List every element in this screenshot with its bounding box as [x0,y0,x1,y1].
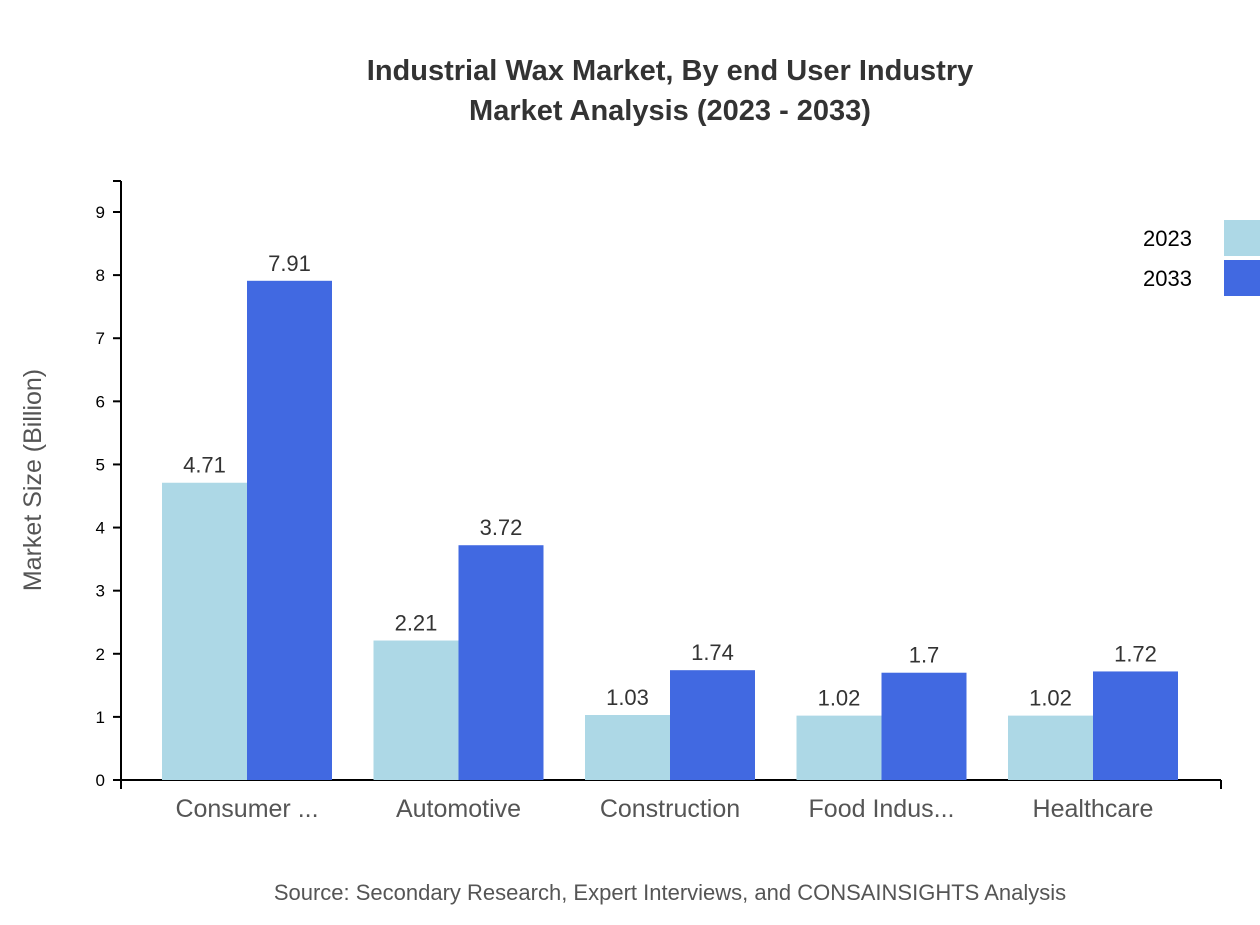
bar-2033 [670,670,755,780]
legend-label: 2033 [1143,266,1192,291]
x-tick-label: Food Indus... [809,795,955,823]
y-tick-label: 2 [96,645,105,664]
x-tick-label: Automotive [396,795,521,823]
legend-swatch [1224,220,1260,256]
data-label: 4.71 [183,453,226,478]
x-tick-label: Healthcare [1033,795,1154,823]
data-label: 2.21 [395,611,438,636]
chart-title: Industrial Wax Market, By end User Indus… [367,55,973,87]
y-axis-label: Market Size (Billion) [19,369,47,591]
data-label: 1.02 [1029,686,1072,711]
bar-2023 [585,714,670,780]
y-tick-label: 9 [96,203,105,222]
chart-subtitle: Market Analysis (2023 - 2033) [469,95,871,127]
data-label: 3.72 [480,515,523,540]
y-tick-label: 6 [96,392,105,411]
legend-swatch [1224,260,1260,296]
bar-2033 [1093,671,1178,780]
bar-2023 [373,640,459,780]
x-tick-label: Construction [600,795,740,823]
data-label: 1.7 [909,643,940,668]
y-tick-label: 4 [96,519,105,538]
source-note: Source: Secondary Research, Expert Inter… [274,880,1066,905]
data-label: 1.03 [606,685,649,710]
bar-2033 [881,672,967,780]
legend-label: 2023 [1143,226,1192,251]
data-label: 1.02 [818,686,861,711]
y-tick-label: 1 [96,708,105,727]
y-tick-label: 5 [96,455,105,474]
bar-2023 [1008,715,1093,780]
y-tick-label: 8 [96,266,105,285]
bar-2033 [458,545,544,780]
y-tick-label: 3 [96,582,105,601]
bar-2033 [247,280,332,780]
data-label: 1.74 [691,640,734,665]
y-tick-label: 7 [96,329,105,348]
x-tick-label: Consumer ... [175,795,318,823]
y-tick-label: 0 [96,771,105,790]
bar-2023 [796,715,882,780]
data-label: 1.72 [1114,641,1157,666]
data-label: 7.91 [268,251,311,276]
bar-2023 [162,482,247,780]
